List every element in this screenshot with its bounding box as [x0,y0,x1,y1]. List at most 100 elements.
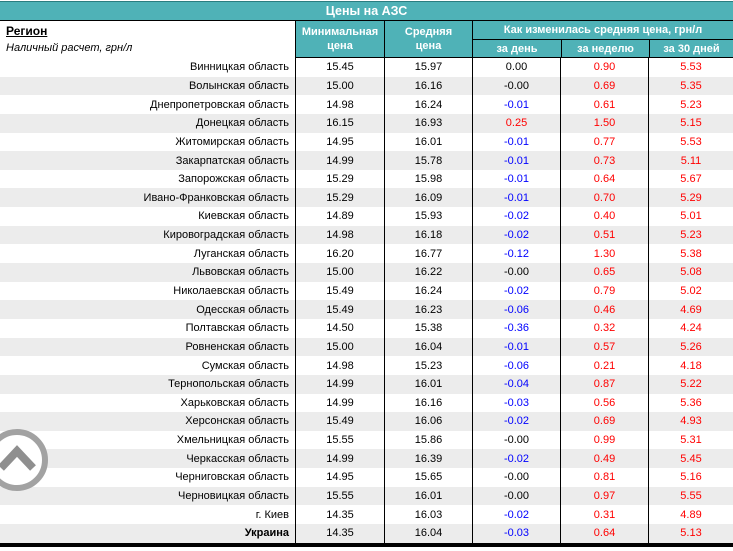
change-30d-value: 5.22 [648,374,733,394]
region-name: Сумская область [201,359,289,372]
change-30d-value: 5.38 [648,244,733,264]
change-day-value: -0.03 [472,524,560,543]
avg-price-value: 16.22 [384,263,472,282]
payment-type-note: Наличный расчет, грн/л [6,42,133,54]
min-price-value: 14.98 [295,95,384,114]
avg-price-value: 15.86 [384,430,472,450]
change-day-value: -0.00 [472,430,560,450]
change-week-value: 0.87 [560,374,648,394]
region-header-cell: Регион Наличный расчет, грн/л [0,21,295,58]
table-row: Кировоградская область 14.98 16.18 -0.02 0.5… [0,225,733,245]
min-price-value: 15.55 [295,430,384,450]
table-row: Ровненская область 15.00 16.04 -0.01 0.57 5.2… [0,337,733,357]
region-name: Днепропетровская область [150,98,289,111]
change-30d-value: 5.23 [648,225,733,245]
region-name: Винницкая область [190,61,289,74]
min-price-value: 14.98 [295,356,384,375]
avg-price-value: 15.78 [384,151,472,170]
min-price-value: 15.49 [295,412,384,431]
change-week-value: 0.57 [560,337,648,357]
region-name: Волынская область [188,79,289,92]
min-price-value: 14.35 [295,524,384,543]
change-day-value: -0.00 [472,468,560,487]
avg-price-value: 16.93 [384,113,472,133]
change-week-value: 1.50 [560,113,648,133]
change-30d-value: 5.23 [648,95,733,114]
change-week-value: 0.69 [560,76,648,96]
table-row: Закарпатская область 14.99 15.78 -0.01 0.73 5… [0,151,733,170]
table-row: Луганская область 16.20 16.77 -0.12 1.30 5.38 [0,244,733,264]
change-day-value: -0.36 [472,318,560,338]
min-price-value: 14.99 [295,449,384,469]
change-30d-value: 5.16 [648,468,733,487]
change-week-value: 0.49 [560,449,648,469]
col-header-min-price: Минимальная цена [295,21,384,58]
col-header-change-30days: за 30 дней [649,40,733,57]
change-subheader-row: за день за неделю за 30 дней [473,40,733,57]
region-name: Кировоградская область [163,229,289,242]
region-column-label: Регион [6,24,48,38]
change-day-value: -0.02 [472,281,560,301]
change-week-value: 0.97 [560,486,648,506]
min-price-value: 14.89 [295,207,384,226]
min-price-value: 14.95 [295,468,384,487]
avg-price-value: 15.38 [384,318,472,338]
avg-price-value: 16.24 [384,281,472,301]
table-row: Херсонская область 15.49 16.06 -0.02 0.69 4.9… [0,412,733,431]
change-day-value: -0.03 [472,393,560,413]
avg-price-value: 16.18 [384,225,472,245]
change-30d-value: 5.15 [648,113,733,133]
table-row: Тернопольская область 14.99 16.01 -0.04 0.87… [0,374,733,394]
change-week-value: 0.32 [560,318,648,338]
min-price-value: 14.50 [295,318,384,338]
region-name: Закарпатская область [175,154,289,167]
col-header-change-group: Как изменилась средняя цена, грн/л [473,21,733,40]
region-name: Хмельницкая область [176,434,289,447]
region-name: Черновицкая область [178,490,289,503]
change-day-value: -0.02 [472,207,560,226]
col-header-change-group-cell: Как изменилась средняя цена, грн/л за де… [472,21,733,58]
region-name: Донецкая область [195,117,289,130]
table-row: Винницкая область 15.45 15.97 0.00 0.90 5.53 [0,58,733,77]
change-day-value: -0.01 [472,132,560,152]
region-name: Ивано-Франковская область [143,191,289,204]
region-name: Ровненская область [185,340,290,353]
min-price-value: 14.99 [295,374,384,394]
table-row: Львовская область 15.00 16.22 -0.00 0.65 5.08 [0,263,733,282]
min-price-value: 15.29 [295,188,384,208]
avg-price-value: 15.23 [384,356,472,375]
change-week-value: 0.61 [560,95,648,114]
scroll-to-top-button[interactable] [0,427,50,493]
min-price-value: 16.20 [295,244,384,264]
region-name: г. Киев [255,508,289,521]
table-row: Черкасская область 14.99 16.39 -0.02 0.49 5.4… [0,449,733,469]
change-day-value: -0.01 [472,337,560,357]
region-name: Тернопольская область [168,378,289,391]
table-bottom-border [0,542,733,547]
change-day-value: 0.25 [472,113,560,133]
change-week-value: 0.99 [560,430,648,450]
min-price-value: 14.35 [295,505,384,525]
region-name: Херсонская область [185,415,289,428]
region-name: Запорожская область [178,173,289,186]
change-day-value: -0.00 [472,486,560,506]
change-30d-value: 5.13 [648,524,733,543]
change-week-value: 0.79 [560,281,648,301]
avg-price-value: 16.39 [384,449,472,469]
change-week-value: 0.40 [560,207,648,226]
avg-price-value: 16.23 [384,300,472,319]
table-row: Житомирская область 14.95 16.01 -0.01 0.77 5.… [0,132,733,152]
change-day-value: -0.00 [472,263,560,282]
table-row: Сумская область 14.98 15.23 -0.06 0.21 4.18 [0,356,733,375]
avg-price-value: 15.97 [384,58,472,77]
change-week-value: 0.70 [560,188,648,208]
table-row: Донецкая область 16.15 16.93 0.25 1.50 5.15 [0,113,733,133]
change-week-value: 0.56 [560,393,648,413]
min-price-value: 15.00 [295,76,384,96]
change-week-value: 0.21 [560,356,648,375]
region-name: Луганская область [193,247,289,260]
change-30d-value: 5.01 [648,207,733,226]
change-day-value: -0.02 [472,412,560,431]
region-name: Украина [244,527,289,540]
table-row: Ивано-Франковская область 15.29 16.09 -0.01… [0,188,733,208]
